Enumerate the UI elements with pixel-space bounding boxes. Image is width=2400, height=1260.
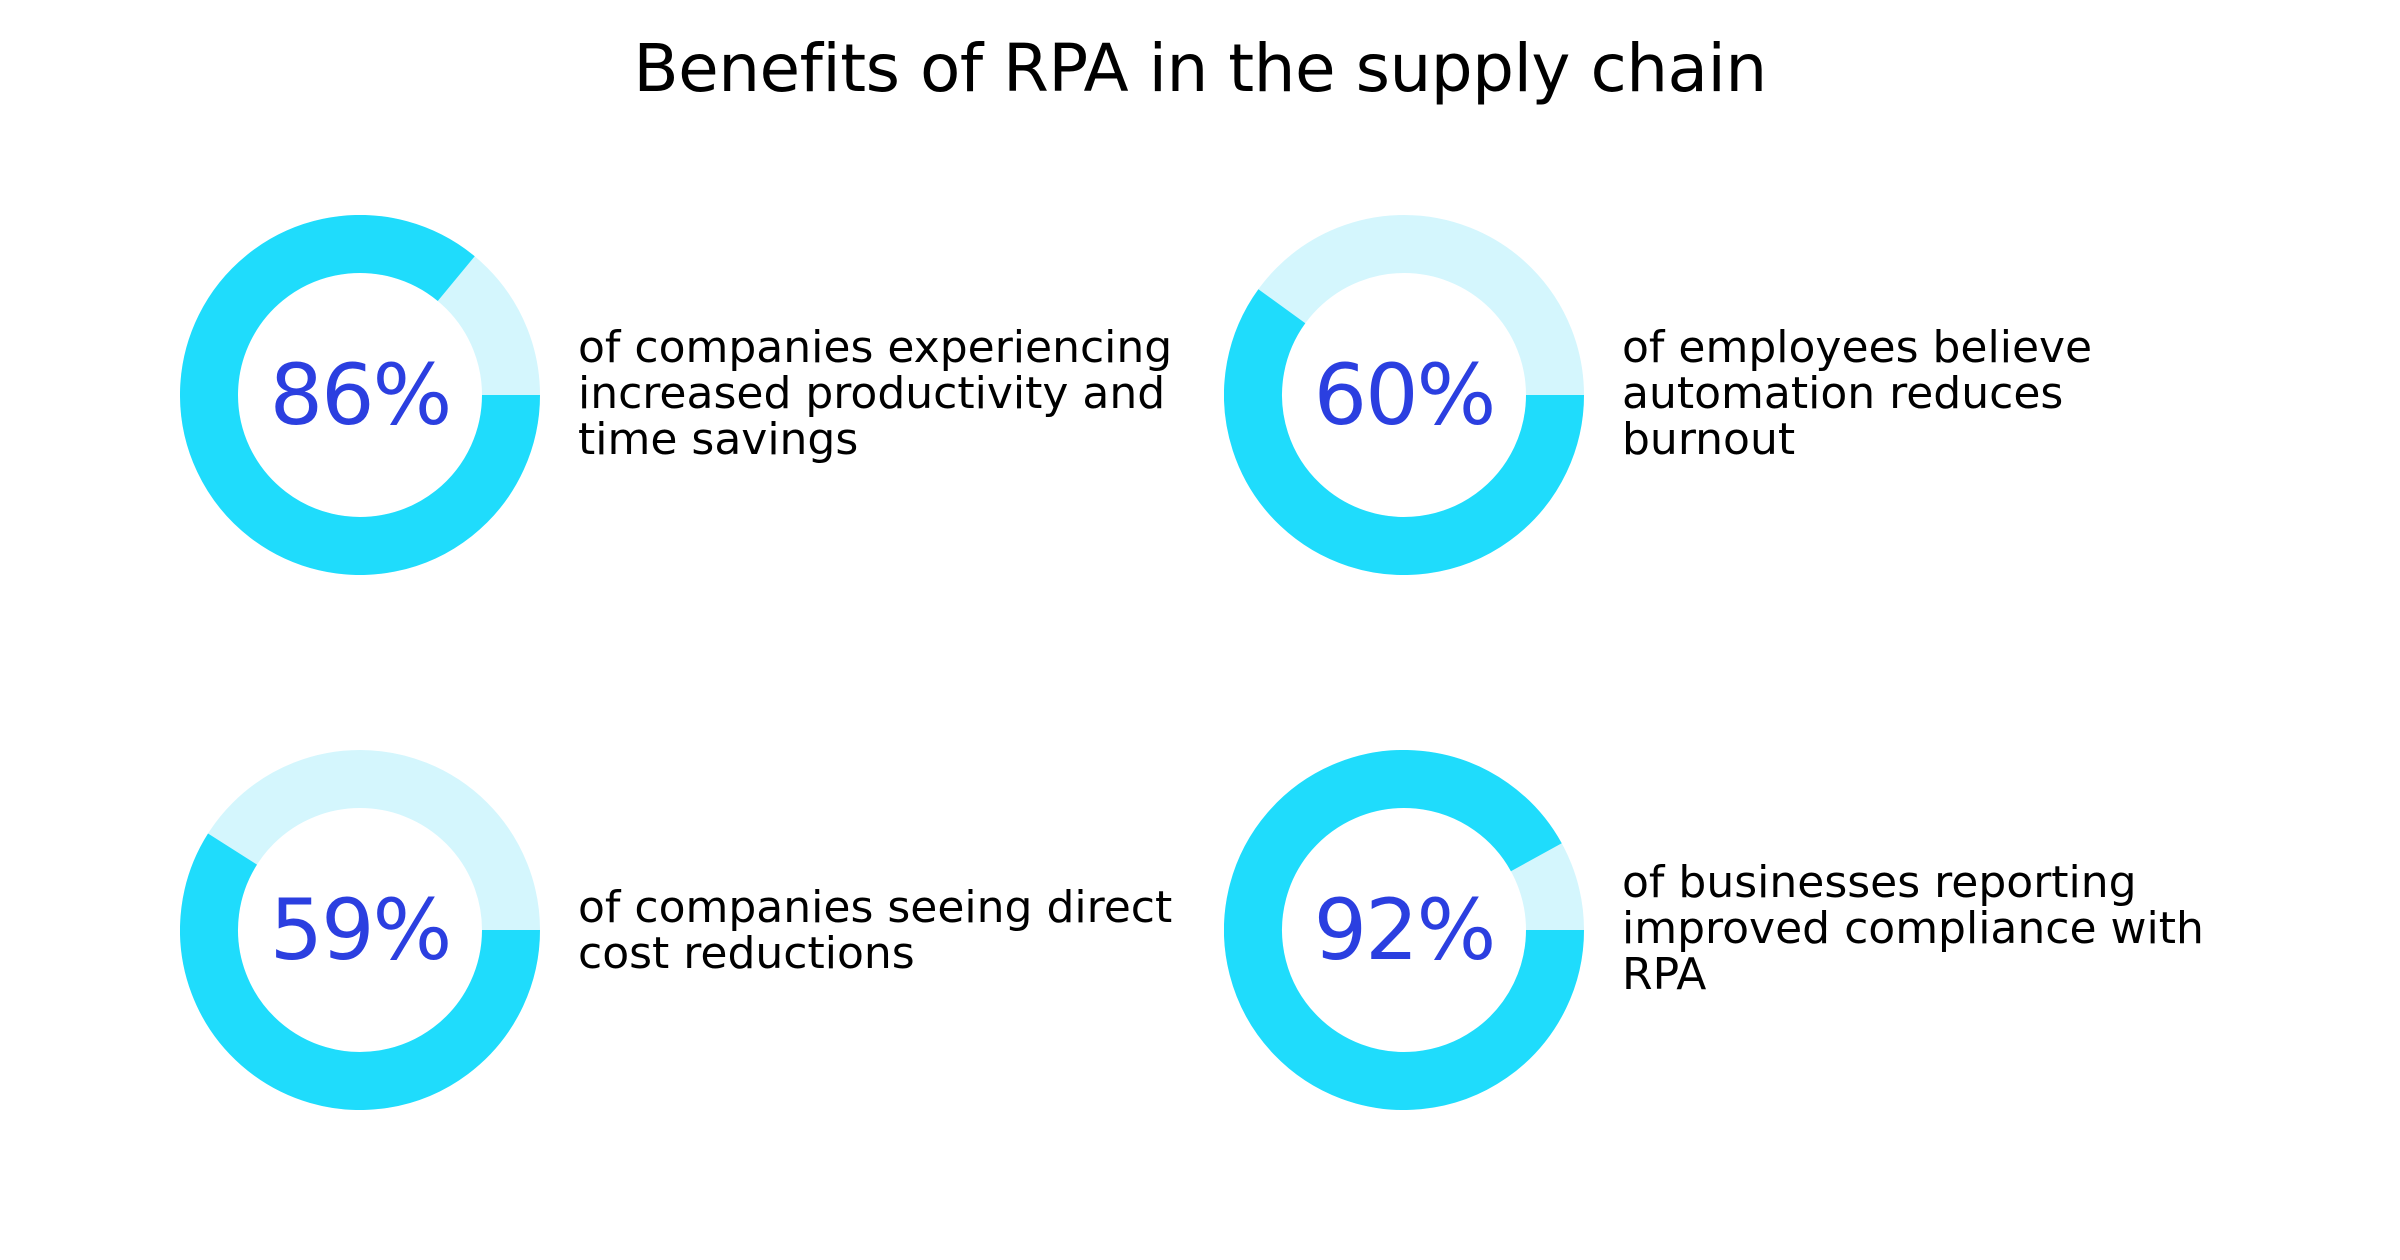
- stat-description: of companies experiencing increased prod…: [578, 322, 1173, 465]
- stat-card-compliance: 92% of businesses reporting improved com…: [1224, 750, 2264, 1110]
- donut-svg: [1224, 215, 1584, 575]
- donut-filled-segment: [180, 833, 540, 1110]
- stat-card-burnout: 60% of employees believe automation redu…: [1224, 215, 2264, 575]
- percent-label: 92%: [1313, 881, 1497, 979]
- donut-chart-cost: 59%: [180, 750, 540, 1110]
- stat-card-cost: 59% of companies seeing direct cost redu…: [180, 750, 1220, 1110]
- stat-description: of businesses reporting improved complia…: [1622, 857, 2204, 1000]
- donut-chart-productivity: 86%: [180, 215, 540, 575]
- donut-filled-segment: [1224, 289, 1584, 575]
- stat-card-productivity: 86% of companies experiencing increased …: [180, 215, 1220, 575]
- percent-label: 59%: [269, 881, 453, 979]
- percent-label: 86%: [269, 346, 453, 444]
- donut-svg: [180, 215, 540, 575]
- donut-chart-compliance: 92%: [1224, 750, 1584, 1110]
- donut-chart-burnout: 60%: [1224, 215, 1584, 575]
- chart-title: Benefits of RPA in the supply chain: [633, 30, 1767, 107]
- percent-label: 60%: [1313, 346, 1497, 444]
- stat-description: of companies seeing direct cost reductio…: [578, 882, 1173, 979]
- stat-description: of employees believe automation reduces …: [1622, 322, 2093, 465]
- donut-svg: [180, 750, 540, 1110]
- donut-filled-segment: [180, 215, 540, 575]
- donut-filled-segment: [1224, 750, 1584, 1110]
- donut-svg: [1224, 750, 1584, 1110]
